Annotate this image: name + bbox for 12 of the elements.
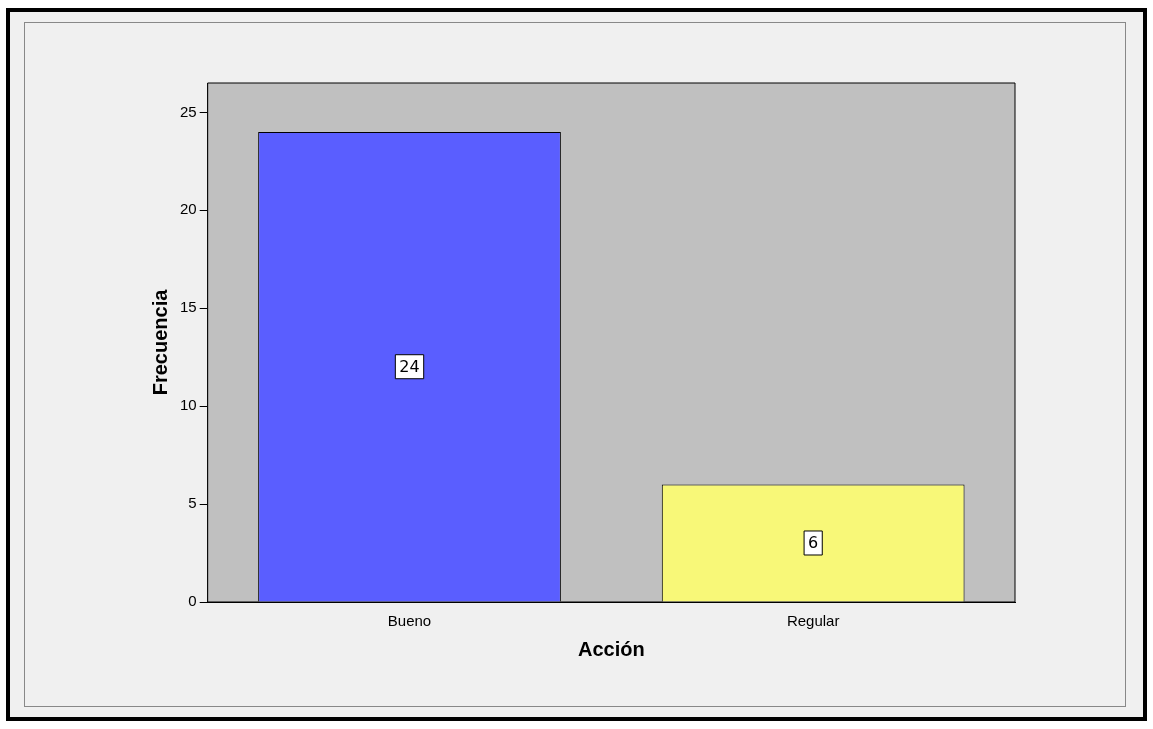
- y-tick-label: 25: [180, 102, 197, 120]
- data-label: 24: [399, 356, 420, 376]
- y-axis-title: Frecuencia: [148, 288, 171, 396]
- y-tick-label: 20: [180, 200, 197, 218]
- data-label: 6: [808, 533, 819, 553]
- x-tick-label: Regular: [786, 612, 840, 630]
- x-axis-title: Acción: [578, 637, 645, 660]
- y-tick-label: 15: [180, 298, 197, 316]
- x-tick-label: Bueno: [387, 612, 432, 630]
- y-tick-label: 10: [180, 396, 197, 414]
- y-tick-label: 5: [188, 494, 197, 512]
- y-tick-label: 0: [188, 592, 197, 610]
